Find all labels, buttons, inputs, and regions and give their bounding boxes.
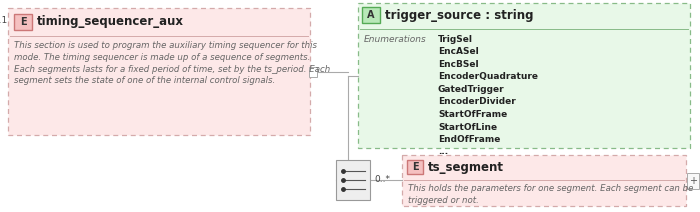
Text: EncBSel: EncBSel <box>438 60 479 69</box>
Text: A: A <box>368 10 374 20</box>
Text: StartOfLine: StartOfLine <box>438 123 497 131</box>
Text: ...: ... <box>438 148 448 156</box>
Bar <box>407 160 423 174</box>
Text: +: + <box>689 176 697 186</box>
Text: EncoderQuadrature: EncoderQuadrature <box>438 73 538 81</box>
Text: StartOfFrame: StartOfFrame <box>438 110 508 119</box>
Bar <box>362 7 380 23</box>
Text: TrigSel: TrigSel <box>438 35 473 44</box>
Text: 0..1: 0..1 <box>0 16 7 25</box>
Bar <box>14 14 32 30</box>
Bar <box>402 155 686 206</box>
Bar <box>309 67 317 77</box>
Text: This section is used to program the auxiliary timing sequencer for this
mode. Th: This section is used to program the auxi… <box>14 41 330 85</box>
Text: GatedTrigger: GatedTrigger <box>438 85 505 94</box>
Text: E: E <box>20 17 27 27</box>
Bar <box>8 8 310 135</box>
Text: timing_sequencer_aux: timing_sequencer_aux <box>37 15 184 28</box>
Text: EncASel: EncASel <box>438 47 479 57</box>
Text: trigger_source : string: trigger_source : string <box>385 8 533 21</box>
Text: ts_segment: ts_segment <box>428 160 504 173</box>
Text: 0..*: 0..* <box>374 176 390 184</box>
Text: E: E <box>412 162 419 172</box>
Bar <box>687 173 699 188</box>
Text: This holds the parameters for one segment. Each segment can be
triggered or not.: This holds the parameters for one segmen… <box>408 184 694 205</box>
Text: Enumerations: Enumerations <box>364 35 427 44</box>
Bar <box>358 3 690 148</box>
Text: EndOfFrame: EndOfFrame <box>438 135 500 144</box>
Text: EncoderDivider: EncoderDivider <box>438 98 516 106</box>
Bar <box>336 160 370 200</box>
